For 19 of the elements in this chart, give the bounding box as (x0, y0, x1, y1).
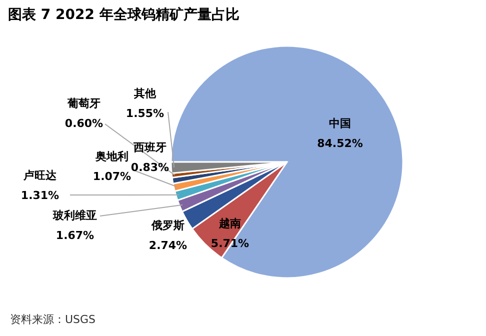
data-label: 1.55% (126, 107, 164, 120)
data-label: 1.67% (56, 229, 94, 242)
data-label: 1.07% (92, 170, 132, 183)
slice-label: 越南 (218, 217, 241, 230)
slice-label: 俄罗斯 (150, 219, 184, 232)
data-label: 84.52% (317, 137, 363, 150)
slice-label: 玻利维亚 (52, 209, 97, 222)
slice-label: 葡萄牙 (66, 97, 100, 110)
data-label: 0.83% (130, 161, 170, 174)
data-label: 2.74% (148, 239, 188, 252)
slice-label: 奥地利 (94, 150, 128, 163)
slice-label: 西班牙 (132, 141, 166, 154)
data-label: 0.60% (64, 117, 104, 130)
slice-label: 卢旺达 (22, 169, 58, 182)
slice-label: 中国 (329, 117, 351, 130)
chart-title: 图表 7 2022 年全球钨精矿产量占比 (8, 6, 240, 23)
data-label: 1.31% (20, 189, 60, 202)
slice-label: 其他 (133, 87, 157, 100)
text: 资料来源：USGS (10, 313, 96, 326)
